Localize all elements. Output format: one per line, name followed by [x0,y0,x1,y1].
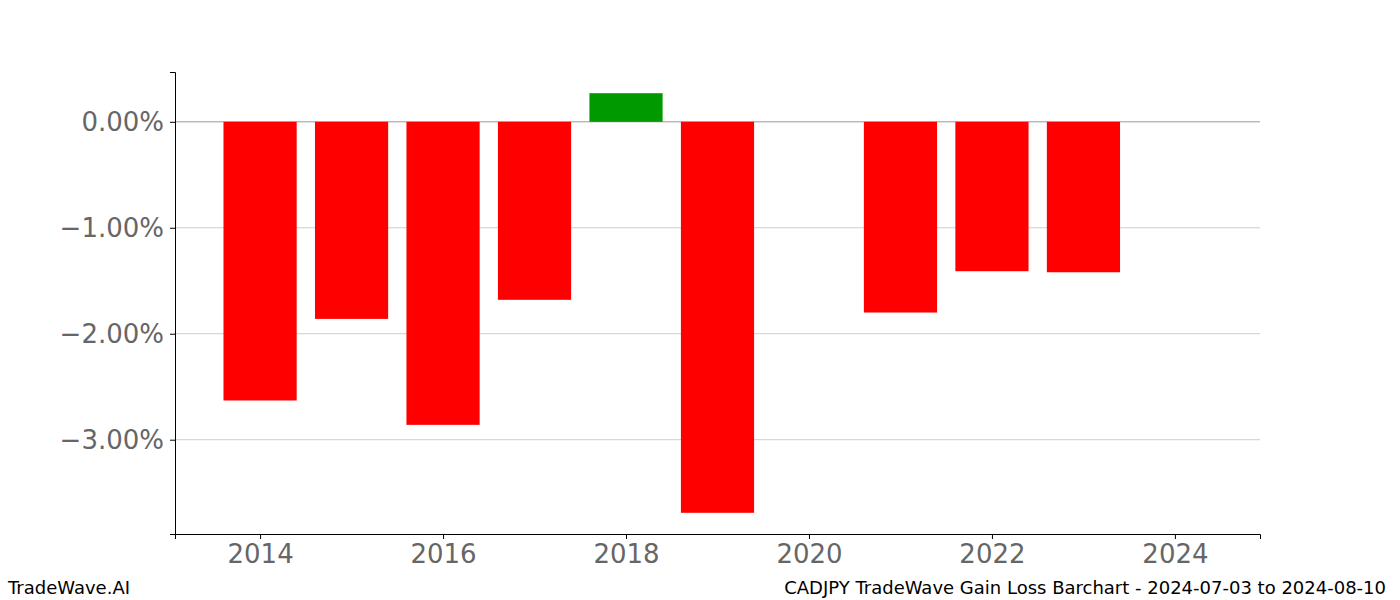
y-tick-label: −3.00% [60,425,164,455]
y-tick-mark [170,334,175,335]
x-tick-label: 2020 [776,539,842,569]
x-tick-mark [992,534,993,539]
y-tick: −2.00% [60,319,175,349]
x-axis: 2014 2016 2018 2020 2022 2024 [176,534,1261,569]
y-tick-mark [170,440,175,441]
x-tick: 2018 [593,534,659,569]
bar [498,122,571,300]
x-tick: 2020 [776,534,842,569]
x-tick-mark [260,534,261,539]
x-tick-mark [809,534,810,539]
y-tick-mark [170,228,175,229]
bar [406,122,479,425]
x-tick-label: 2024 [1142,539,1208,569]
x-tick-mark [626,534,627,539]
x-tick-label: 2014 [227,539,293,569]
y-axis: 0.00% −1.00% −2.00% −3.00% [60,73,176,535]
y-tick-label: −1.00% [60,213,164,243]
y-tick-label: 0.00% [81,107,164,137]
title: CADJPY TradeWave Gain Loss Barchart - 20… [784,577,1386,598]
y-axis-line [170,73,176,535]
y-tick: −1.00% [60,213,175,243]
y-tick: −3.00% [60,425,175,455]
x-tick: 2016 [410,534,476,569]
bar [223,122,296,401]
chart: 0.00%−1.00%−2.00%−3.00%20142016201820202… [0,0,1400,600]
x-axis-line [176,535,1261,540]
x-tick-mark [443,534,444,539]
x-tick-mark [1175,534,1176,539]
y-tick-label: −2.00% [60,319,164,349]
bar [315,122,388,319]
y-tick: 0.00% [81,107,175,137]
bar [1047,122,1120,272]
bar [681,122,754,513]
bars [223,93,1120,513]
x-tick-label: 2016 [410,539,476,569]
bar [864,122,937,313]
y-tick-mark [170,122,175,123]
annotation: TradeWave.AI [7,577,130,598]
x-tick-label: 2018 [593,539,659,569]
bar [589,93,662,122]
x-tick: 2022 [959,534,1025,569]
x-tick-label: 2022 [959,539,1025,569]
x-tick: 2014 [227,534,293,569]
bar [955,122,1028,271]
x-tick: 2024 [1142,534,1208,569]
